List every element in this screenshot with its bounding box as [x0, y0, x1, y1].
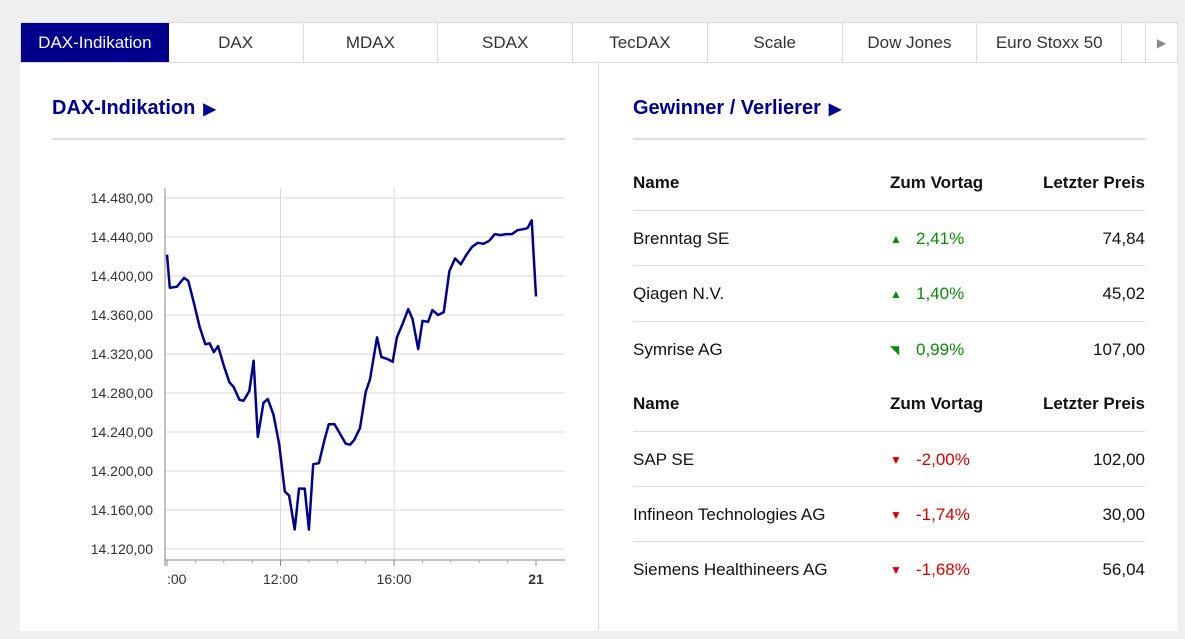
play-right-icon: ▶ — [828, 100, 842, 118]
section-title-text: Gewinner / Verlierer — [633, 97, 821, 119]
gainer-row[interactable]: Brenntag SE ▲ 2,41% 74,84 — [633, 211, 1145, 266]
tab-dax[interactable]: DAX — [169, 23, 304, 62]
gainer-row[interactable]: Symrise AG ◥ 0,99% 107,00 — [633, 322, 1145, 377]
tab-sdax[interactable]: SDAX — [438, 23, 574, 62]
row-divider — [633, 321, 1145, 322]
header-change: Zum Vortag — [890, 172, 984, 192]
triangle-down-icon: ▼ — [890, 507, 902, 522]
gainers-header-row: Name Zum Vortag Letzter Preis — [633, 155, 1145, 210]
header-price: Letzter Preis — [1042, 393, 1145, 413]
stock-price: 56,04 — [1102, 559, 1145, 579]
header-name: Name — [633, 172, 680, 192]
title-underline — [633, 138, 1145, 140]
triangle-up-right-icon: ◥ — [890, 342, 900, 357]
stock-change: 1,40% — [916, 283, 965, 303]
stock-price: 74,84 — [1102, 228, 1145, 248]
stock-name: Infineon Technologies AG — [633, 504, 826, 524]
stock-name: Siemens Healthineers AG — [633, 559, 828, 579]
stock-name: Symrise AG — [633, 339, 723, 359]
row-divider — [633, 265, 1145, 266]
section-title-text: DAX-Indikation — [52, 97, 196, 119]
triangle-up-icon: ▲ — [890, 231, 902, 246]
title-underline — [52, 138, 565, 140]
stock-price: 45,02 — [1102, 283, 1145, 303]
gewinner-verlierer-title-link[interactable]: Gewinner / Verlierer ▶ — [633, 97, 841, 120]
row-divider — [633, 210, 1145, 211]
dax-indikation-title-link[interactable]: DAX-Indikation ▶ — [52, 97, 216, 120]
row-divider — [633, 541, 1145, 542]
loser-row[interactable]: Infineon Technologies AG ▼ -1,74% 30,00 — [633, 487, 1145, 542]
triangle-down-icon: ▼ — [890, 562, 902, 577]
losers-header-row: Name Zum Vortag Letzter Preis — [633, 376, 1145, 431]
row-divider — [633, 431, 1145, 432]
header-price: Letzter Preis — [1042, 172, 1145, 192]
triangle-down-icon: ▼ — [890, 452, 902, 467]
stock-name: Qiagen N.V. — [633, 283, 725, 303]
stock-change: -1,74% — [916, 504, 970, 524]
stock-price: 102,00 — [1093, 449, 1145, 469]
loser-row[interactable]: SAP SE ▼ -2,00% 102,00 — [633, 432, 1145, 487]
index-tab-bar: DAX-Indikation DAX MDAX SDAX TecDAX Scal… — [20, 22, 1178, 63]
header-name: Name — [633, 393, 680, 413]
stock-change: -1,68% — [916, 559, 970, 579]
stock-price: 107,00 — [1093, 339, 1145, 359]
header-change: Zum Vortag — [890, 393, 984, 413]
tab-spacer — [1122, 23, 1147, 62]
tab-tecdax[interactable]: TecDAX — [573, 23, 708, 62]
stock-name: Brenntag SE — [633, 228, 730, 248]
stock-change: -2,00% — [916, 449, 970, 469]
play-right-icon: ▶ — [203, 100, 216, 118]
stock-price: 30,00 — [1102, 504, 1145, 524]
loser-row[interactable]: Siemens Healthineers AG ▼ -1,68% 56,04 — [633, 542, 1145, 597]
stock-change: 2,41% — [916, 228, 965, 248]
row-divider — [633, 486, 1145, 487]
tab-scale[interactable]: Scale — [708, 23, 843, 62]
stock-change: 0,99% — [916, 339, 965, 359]
play-right-icon[interactable]: ▶ — [1156, 35, 1167, 50]
tab-dow-jones[interactable]: Dow Jones — [843, 23, 978, 62]
tab-mdax[interactable]: MDAX — [304, 23, 439, 62]
triangle-up-icon: ▲ — [890, 286, 902, 301]
tab-dax-indikation[interactable]: DAX-Indikation — [21, 23, 169, 62]
gainer-row[interactable]: Qiagen N.V. ▲ 1,40% 45,02 — [633, 266, 1145, 321]
column-divider — [598, 63, 599, 631]
stock-name: SAP SE — [633, 449, 695, 469]
tab-euro-stoxx-50[interactable]: Euro Stoxx 50 — [977, 23, 1123, 62]
